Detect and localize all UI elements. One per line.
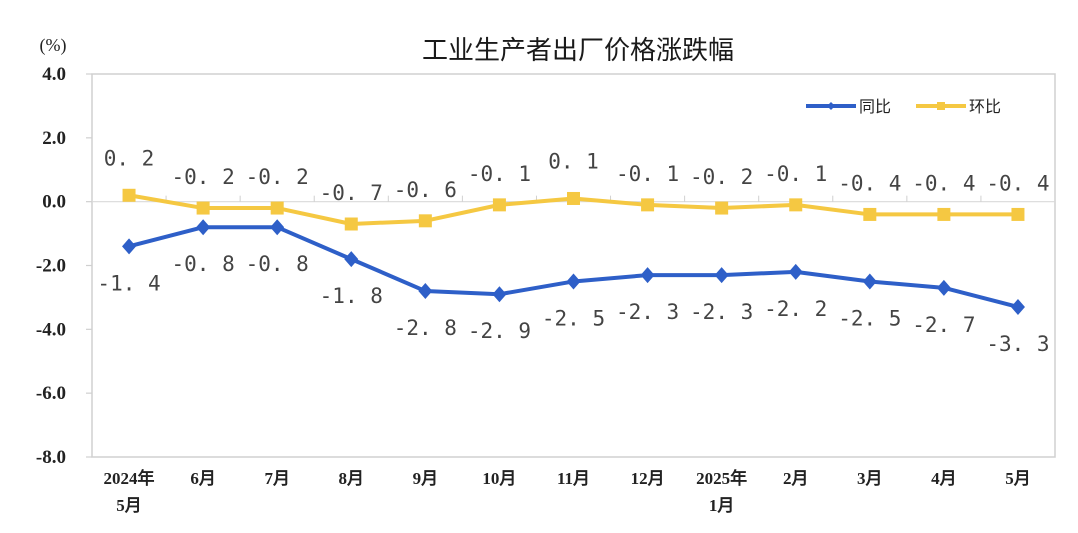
square-marker: [492, 198, 506, 212]
y-tick-label: -8.0: [36, 447, 66, 468]
data-label: -0. 8: [246, 252, 309, 276]
diamond-marker: [492, 286, 507, 303]
series-mom: [122, 188, 1025, 231]
diamond-marker: [788, 263, 803, 280]
data-label: -0. 2: [172, 165, 235, 189]
legend-item-yoy: 同比: [806, 97, 891, 116]
plot-area: [91, 73, 1056, 458]
square-marker: [937, 207, 951, 221]
chart-title: 工业生产者出厂价格涨跌幅: [422, 36, 734, 66]
diamond-marker: [196, 219, 211, 236]
data-label: -1. 4: [97, 271, 160, 295]
diamond-marker: [1010, 298, 1025, 315]
y-tick-label: 0.0: [42, 192, 66, 213]
y-tick-label: -4.0: [36, 319, 66, 340]
square-marker: [567, 191, 580, 205]
data-label: -0. 7: [320, 181, 383, 205]
square-marker: [122, 188, 136, 202]
x-tick-label: 9月: [413, 469, 439, 488]
data-label: -0. 6: [394, 178, 457, 202]
data-label: 0. 1: [548, 149, 599, 173]
data-label: -2. 8: [394, 316, 457, 340]
series-yoy: [122, 219, 1025, 315]
diamond-marker: [862, 273, 877, 290]
series-layer: [122, 188, 1025, 315]
data-label: -2. 3: [616, 300, 679, 324]
diamond-marker: [418, 283, 433, 300]
diamond-marker: [714, 267, 729, 284]
y-axis: 4.0 2.0 0.0 -2.0 -4.0 -6.0 -8.0: [36, 64, 1055, 468]
diamond-marker: [270, 219, 285, 236]
data-label: -1. 8: [320, 284, 383, 308]
diamond-marker: [344, 251, 359, 268]
data-label: 0. 2: [104, 146, 155, 170]
legend-label: 同比: [859, 97, 891, 116]
diamond-marker: [936, 279, 951, 296]
square-marker: [863, 207, 877, 221]
x-tick-label: 6月: [190, 469, 216, 488]
data-label: -3. 3: [986, 332, 1049, 356]
x-tick-label: 10月: [482, 469, 516, 488]
y-tick-label: -2.0: [36, 256, 66, 277]
x-tick-label: 2024年: [104, 468, 155, 488]
diamond-marker: [566, 273, 581, 290]
legend-item-mom: 环比: [916, 97, 1001, 116]
square-marker: [344, 217, 358, 231]
diamond-marker: [640, 267, 655, 284]
data-label: -2. 7: [912, 313, 975, 337]
x-tick-label: 2025年: [696, 468, 747, 488]
data-label: -2. 5: [838, 306, 901, 330]
data-label: -0. 4: [838, 171, 901, 195]
x-tick-label: 3月: [857, 469, 883, 488]
square-marker: [641, 198, 655, 212]
x-tick-label: 5月: [116, 496, 142, 515]
x-tick-label: 5月: [1005, 469, 1031, 488]
data-label: -0. 2: [246, 165, 309, 189]
square-marker: [1011, 207, 1025, 221]
y-tick-label: 4.0: [42, 64, 66, 85]
data-label: -0. 2: [690, 165, 753, 189]
data-labels: -1. 4 -0. 8 -0. 8 -1. 8 -2. 8 -2. 9 -2. 5 -2. 3…: [97, 146, 1049, 356]
x-tick-label: 1月: [709, 496, 735, 515]
data-label: -0. 1: [616, 162, 679, 186]
square-marker: [789, 198, 803, 212]
data-label: -0. 1: [468, 162, 531, 186]
data-label: -0. 4: [912, 171, 975, 195]
x-tick-label: 2月: [783, 469, 809, 488]
y-tick-label: 2.0: [42, 128, 66, 149]
square-marker: [418, 214, 432, 228]
data-label: -0. 4: [986, 171, 1049, 195]
x-tick-label: 8月: [339, 469, 365, 488]
data-label: -0. 8: [172, 252, 235, 276]
x-axis: 2024年 5月 6月 7月 8月 9月 10月 11月 12月 2025年 1月 2月 3月 4月 5月: [104, 195, 1031, 515]
legend-label: 环比: [969, 97, 1001, 116]
legend: 同比 环比: [806, 97, 1001, 116]
data-label: -0. 1: [764, 162, 827, 186]
y-tick-label: -6.0: [36, 383, 66, 404]
data-label: -2. 2: [764, 297, 827, 321]
square-marker: [196, 201, 210, 215]
square-marker: [270, 201, 284, 215]
x-tick-label: 4月: [931, 469, 957, 488]
data-label: -2. 9: [468, 319, 531, 343]
x-tick-label: 11月: [557, 469, 590, 488]
x-tick-label: 12月: [631, 469, 665, 488]
data-label: -2. 3: [690, 300, 753, 324]
data-label: -2. 5: [542, 306, 605, 330]
square-marker: [715, 201, 729, 215]
diamond-marker: [122, 238, 137, 255]
x-tick-label: 7月: [264, 469, 290, 488]
y-axis-unit: (%): [40, 35, 67, 56]
